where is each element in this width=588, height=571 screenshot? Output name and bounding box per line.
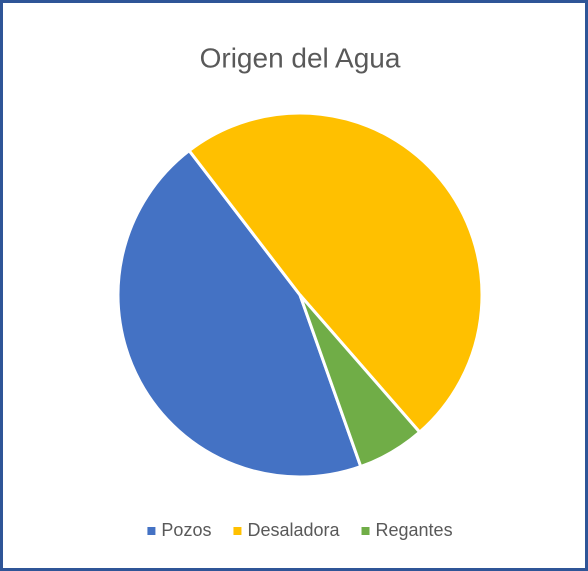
pie-slice [187,111,484,435]
pie-slice [116,148,363,479]
pie-slice [298,294,422,469]
legend-swatch [147,527,156,535]
legend-label: Pozos [161,520,211,540]
legend-swatch [361,527,370,535]
legend-label: Desaladora [247,520,340,540]
legend-label: Regantes [376,520,453,540]
chart-title: Origen del Agua [200,42,401,73]
legend-swatch [233,527,242,535]
legend: Pozos Desaladora Regantes [147,520,453,540]
